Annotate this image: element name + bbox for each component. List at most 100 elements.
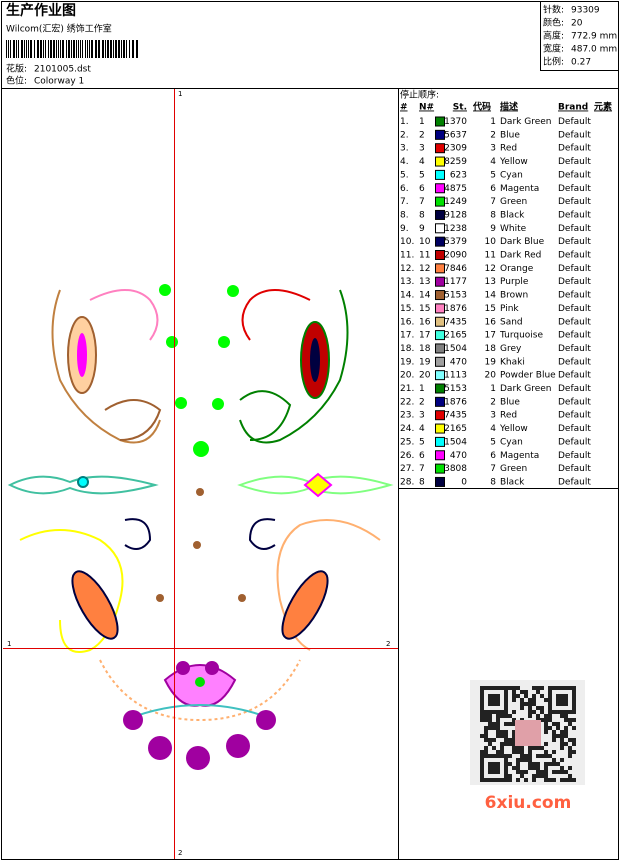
stitches: 5153 bbox=[444, 291, 467, 301]
module bbox=[556, 734, 560, 738]
bar bbox=[50, 40, 52, 58]
module bbox=[556, 726, 560, 730]
design-label: 花版: bbox=[6, 63, 27, 75]
module bbox=[568, 738, 572, 742]
order: 13. bbox=[400, 277, 414, 287]
brand: Default bbox=[558, 371, 591, 381]
module bbox=[544, 742, 548, 746]
swatch bbox=[435, 476, 445, 487]
module bbox=[492, 746, 496, 750]
module bbox=[548, 778, 552, 782]
bar bbox=[58, 40, 59, 58]
module bbox=[480, 750, 484, 754]
code: 7 bbox=[490, 464, 496, 474]
leaf bbox=[212, 398, 224, 410]
description: Black bbox=[500, 477, 525, 487]
module bbox=[484, 710, 488, 714]
bar bbox=[76, 40, 77, 58]
module bbox=[488, 754, 492, 758]
code: 14 bbox=[485, 291, 497, 301]
module bbox=[484, 726, 488, 730]
description: Dark Red bbox=[500, 251, 541, 261]
module bbox=[560, 698, 564, 702]
motif bbox=[303, 472, 333, 498]
bar bbox=[113, 40, 114, 58]
swatch bbox=[435, 196, 445, 207]
swatch bbox=[435, 263, 445, 274]
order: 19. bbox=[400, 357, 414, 367]
module bbox=[532, 774, 536, 778]
module bbox=[480, 694, 484, 698]
module bbox=[508, 686, 512, 690]
bar bbox=[85, 40, 86, 58]
order: 21. bbox=[400, 384, 414, 394]
module bbox=[544, 718, 548, 722]
description: Grey bbox=[500, 344, 522, 354]
module bbox=[496, 710, 500, 714]
code: 8 bbox=[490, 477, 496, 487]
swatch bbox=[435, 343, 445, 354]
module bbox=[564, 686, 568, 690]
stat-label: 高度: bbox=[543, 30, 564, 42]
bar bbox=[89, 40, 90, 58]
bar bbox=[82, 40, 83, 58]
flowers bbox=[123, 284, 276, 770]
module bbox=[528, 746, 532, 750]
needle: 18 bbox=[419, 344, 431, 354]
module bbox=[524, 702, 528, 706]
column-header: 代码 bbox=[472, 101, 491, 113]
module bbox=[528, 754, 532, 758]
module bbox=[500, 730, 504, 734]
bar bbox=[34, 40, 35, 58]
module bbox=[500, 710, 504, 714]
motif bbox=[77, 476, 89, 488]
module bbox=[488, 718, 492, 722]
module bbox=[544, 778, 548, 782]
needle: 6 bbox=[419, 184, 425, 194]
module bbox=[552, 738, 556, 742]
module bbox=[564, 702, 568, 706]
bar bbox=[21, 40, 23, 58]
module bbox=[536, 706, 540, 710]
module bbox=[488, 766, 492, 770]
module bbox=[480, 718, 484, 722]
module bbox=[536, 714, 540, 718]
bar bbox=[95, 40, 97, 58]
module bbox=[556, 710, 560, 714]
brand: Default bbox=[558, 197, 591, 207]
stitches: 2309 bbox=[444, 144, 467, 154]
module bbox=[480, 710, 484, 714]
module bbox=[544, 762, 548, 766]
swatch bbox=[435, 330, 445, 341]
module bbox=[560, 738, 564, 742]
description: White bbox=[500, 224, 527, 234]
module bbox=[568, 774, 572, 778]
stitches: 7435 bbox=[444, 411, 467, 421]
module bbox=[532, 702, 536, 706]
module bbox=[492, 738, 496, 742]
module bbox=[536, 746, 540, 750]
module bbox=[492, 694, 496, 698]
module bbox=[516, 762, 520, 766]
module bbox=[544, 726, 548, 730]
brand: Default bbox=[558, 331, 591, 341]
needle: 19 bbox=[419, 357, 431, 367]
motif bbox=[7, 475, 159, 495]
module bbox=[504, 730, 508, 734]
order: 16. bbox=[400, 317, 414, 327]
column-header: Brand bbox=[558, 103, 588, 113]
motif bbox=[71, 570, 119, 640]
module bbox=[492, 702, 496, 706]
brand: Default bbox=[558, 437, 591, 447]
swatch bbox=[435, 129, 445, 140]
module bbox=[556, 698, 560, 702]
module bbox=[488, 694, 492, 698]
module bbox=[524, 770, 528, 774]
stitches: 470 bbox=[450, 451, 467, 461]
bar bbox=[98, 40, 100, 58]
code: 6 bbox=[490, 184, 496, 194]
module bbox=[504, 766, 508, 770]
module bbox=[552, 734, 556, 738]
module bbox=[556, 770, 560, 774]
swatch bbox=[435, 423, 445, 434]
